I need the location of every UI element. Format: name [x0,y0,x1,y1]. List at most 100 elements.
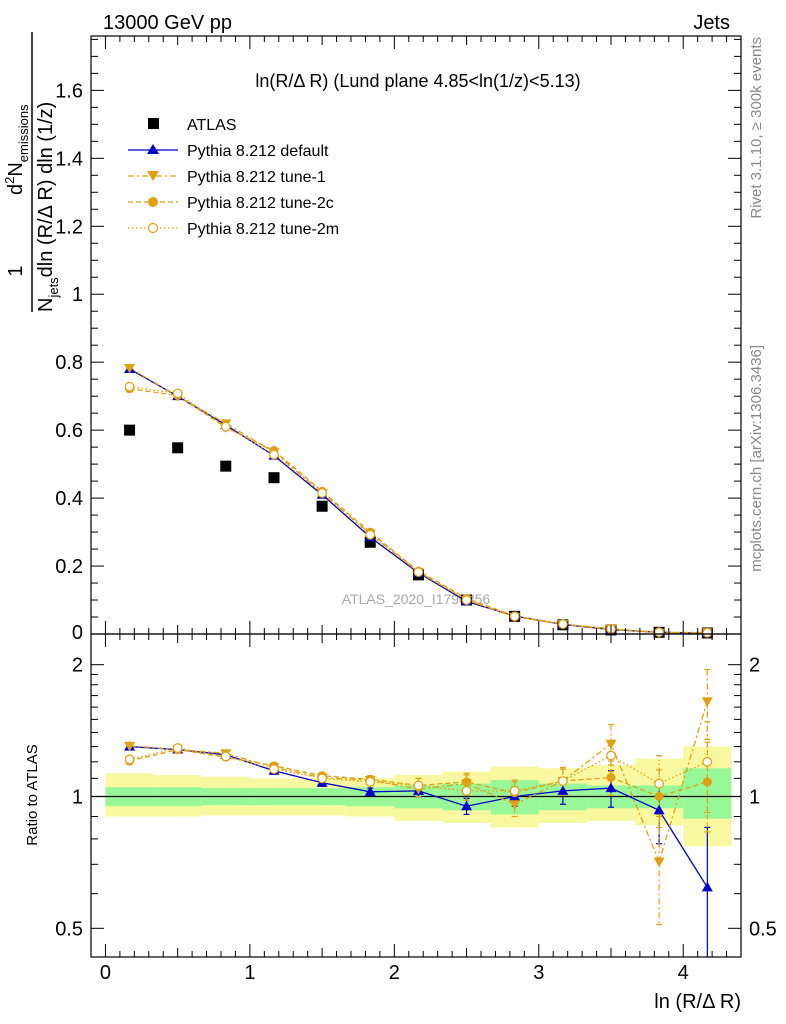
ratio-point-pythia-8-212-tune-2m [269,764,279,774]
ratio-point-pythia-8-212-tune-2m [558,776,568,786]
side-label-bottom: mcplots.cern.ch [arXiv:1306.3436] [748,345,765,572]
ratio-point-pythia-8-212-tune-2m [606,750,616,761]
x-tick-label: 3 [533,962,544,984]
ratio-point-pythia-8-212-tune-2c [654,791,664,801]
ylabel-one: 1 [5,265,27,276]
ratio-point-pythia-8-212-tune-2m [461,785,472,796]
ratio-point-pythia-8-212-tune-2m [702,756,713,767]
category-label: Jets [693,12,730,34]
ratio-point-pythia-8-212-tune-1 [701,697,713,707]
main-y-tick-label-zero: 0 [72,622,83,644]
legend-label-tune2c: Pythia 8.212 tune-2c [187,195,334,212]
ratio-point-pythia-8-212-tune-2m [365,776,376,787]
main-point-atlas [364,536,376,548]
watermark: ATLAS_2020_I1790256 [342,591,491,607]
main-point-pythia-8-212-tune-2m [317,488,328,498]
main-y-tick-label: 1.6 [55,80,83,102]
main-point-pythia-8-212-tune-2m [702,627,713,638]
ylabel-emissions-sub: emissions [16,104,31,162]
ratio-point-pythia-8-212-tune-2m [124,754,135,765]
ratio-point-pythia-8-212-tune-2m [172,743,183,753]
legend-marker-atlas [148,118,159,129]
main-y-tick-label: 1 [72,284,83,306]
legend-label-tune2m: Pythia 8.212 tune-2m [187,221,339,238]
main-y-tick-label: 1.2 [55,216,83,238]
ratio-y-tick-label-right: 0.5 [749,918,777,940]
ratio-y-tick-label-left: 2 [72,655,83,677]
legend-marker-tune2c [148,197,158,207]
main-point-atlas [268,472,280,484]
main-y-tick-label: 0.4 [55,488,83,510]
main-point-pythia-8-212-tune-2m [558,619,568,630]
ylabel-denominator: Njetsdln (R/Δ R) dln (1/z) [35,102,61,312]
ratio-point-pythia-8-212-tune-2c [702,777,712,787]
main-y-axis-label: 1 Njetsdln (R/Δ R) dln (1/z) d2Nemission… [2,32,61,312]
main-point-pythia-8-212-tune-2m [172,388,183,399]
axes-group: 0.2 0.4 0.6 0.8 1 1.2 1.4 1.6 0 0 1 2 3 4 0.5 0.5 1 1 2 2 [55,35,777,984]
plot-title: ln(R/Δ R) (Lund plane 4.85<ln(1/z)<5.13) [255,71,580,91]
ratio-point-pythia-8-212-tune-2c [606,773,616,783]
ylabel-d: d [5,184,27,195]
main-y-tick-label: 0.2 [55,556,83,578]
x-tick-label: 1 [244,962,255,984]
ratio-point-pythia-8-212-tune-1 [509,800,521,810]
ylabel-n-jets: N [35,298,57,312]
ratio-point-pythia-8-212-default [557,785,569,795]
main-point-pythia-8-212-tune-2m [654,627,664,638]
ylabel-numerator: d2Nemissions [2,104,31,195]
x-tick-label: 2 [389,962,400,984]
main-point-pythia-8-212-tune-2m [413,567,424,578]
ylabel-dln-part: dln (R/Δ R) dln (1/z) [35,102,57,278]
legend-label-atlas: ATLAS [187,117,237,134]
main-point-atlas [124,424,136,436]
main-point-pythia-8-212-tune-2m [365,529,376,540]
ratio-y-tick-label-left: 0.5 [55,918,83,940]
legend-marker-tune2m [147,222,159,234]
main-point-pythia-8-212-tune-2m [269,449,279,460]
ratio-point-pythia-8-212-tune-2m [509,785,520,796]
ratio-point-pythia-8-212-tune-1 [653,857,665,868]
legend-label-tune1: Pythia 8.212 tune-1 [187,169,326,186]
energy-label: 13000 GeV pp [103,12,232,34]
main-point-pythia-8-212-tune-1 [124,363,136,374]
main-point-pythia-8-212-tune-2m [509,611,520,622]
ratio-y-tick-label-left: 1 [72,786,83,808]
ratio-y-axis-label: Ratio to ATLAS [24,744,41,845]
ratio-series-group [124,668,713,957]
ratio-y-tick-label-right: 1 [749,786,760,808]
ylabel-n-emissions: N [5,162,27,176]
main-point-pythia-8-212-tune-2m [461,595,472,605]
ratio-frame [90,633,742,958]
ratio-point-pythia-8-212-tune-1 [124,741,136,752]
ratio-point-pythia-8-212-tune-1 [605,739,617,750]
ratio-point-pythia-8-212-default [461,800,473,811]
ratio-y-tick-label-right: 2 [749,655,760,677]
legend: ATLAS Pythia 8.212 default Pythia 8.212 … [128,117,339,238]
ratio-point-pythia-8-212-tune-2m [317,773,328,784]
ratio-point-pythia-8-212-default [701,881,713,892]
main-point-pythia-8-212-tune-2m [220,421,231,432]
main-point-atlas [172,442,184,454]
main-y-tick-label: 1.4 [55,148,83,170]
side-label-top: Rivet 3.1.10, ≥ 300k events [748,37,765,219]
ratio-point-pythia-8-212-default [605,782,617,793]
main-y-tick-label: 0.8 [55,352,83,374]
ratio-clipped-content [124,668,713,957]
legend-marker-tune1 [147,171,159,181]
ylabel-two: 2 [2,177,17,184]
x-axis-label: ln (R/Δ R) [654,991,741,1013]
ratio-point-pythia-8-212-tune-2c [462,777,472,787]
x-tick-label: 4 [678,962,689,984]
ylabel-jets-sub: jets [46,277,61,299]
ratio-point-pythia-8-212-default [364,786,376,796]
main-point-atlas [220,460,232,472]
ratio-point-pythia-8-212-default [653,804,665,815]
legend-marker-default [147,144,159,154]
ratio-point-pythia-8-212-tune-2m [654,778,664,789]
main-y-tick-label: 0.6 [55,420,83,442]
main-point-pythia-8-212-tune-2m [124,381,135,392]
legend-label-default: Pythia 8.212 default [187,143,329,160]
x-tick-label: 0 [100,962,111,984]
